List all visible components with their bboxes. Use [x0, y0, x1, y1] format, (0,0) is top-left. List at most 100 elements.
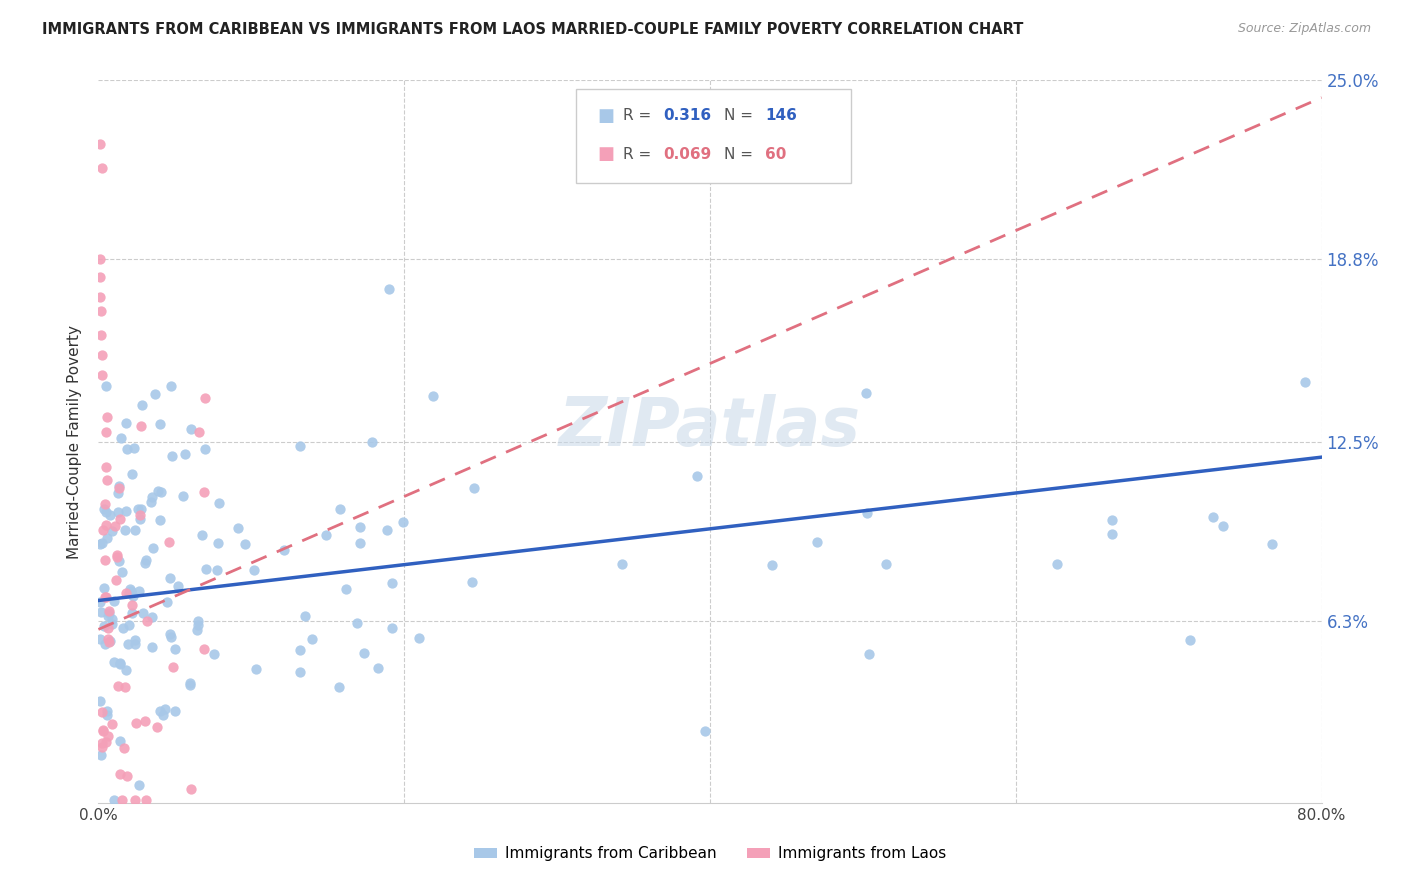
Point [93, 502, 115, 516]
Point [135, 793, 157, 807]
Point [1260, 537, 1282, 551]
Point [94, 459, 117, 474]
Point [103, 655, 125, 669]
Point [353, 646, 375, 660]
Point [121, 606, 143, 620]
Point [1101, 526, 1123, 541]
Point [105, 574, 128, 588]
Legend: Immigrants from Caribbean, Immigrants from Laos: Immigrants from Caribbean, Immigrants fr… [468, 840, 952, 867]
Point [111, 793, 134, 807]
Point [118, 618, 141, 632]
Point [90, 368, 112, 382]
Point [179, 676, 201, 690]
Point [107, 486, 129, 500]
Point [761, 558, 783, 573]
Point [124, 632, 146, 647]
Point [107, 554, 129, 568]
Point [179, 678, 201, 692]
Point [195, 562, 218, 576]
Point [90, 348, 112, 362]
Point [96, 591, 118, 605]
Point [103, 594, 125, 608]
Text: ZIPatlas: ZIPatlas [560, 394, 860, 460]
Point [97, 609, 120, 624]
Point [806, 534, 828, 549]
Point [97, 621, 120, 635]
Point [149, 484, 172, 499]
Point [96, 409, 118, 424]
Point [124, 636, 146, 650]
Point [96, 378, 118, 392]
Point [108, 512, 131, 526]
Point [94, 734, 117, 748]
Point [129, 501, 152, 516]
Point [360, 434, 382, 449]
Point [186, 623, 208, 637]
Point [120, 585, 142, 599]
Point [93, 637, 115, 651]
Point [98, 606, 121, 620]
Point [91, 536, 114, 550]
Point [115, 586, 138, 600]
Point [378, 282, 401, 296]
Point [91, 705, 114, 719]
Point [89, 269, 111, 284]
Point [136, 614, 159, 628]
Point [156, 594, 179, 608]
Point [1101, 513, 1123, 527]
Point [128, 778, 150, 792]
Point [89, 595, 111, 609]
Point [118, 582, 141, 596]
Point [91, 723, 114, 738]
Point [108, 479, 131, 493]
Point [134, 556, 156, 570]
Point [288, 439, 311, 453]
Text: IMMIGRANTS FROM CARIBBEAN VS IMMIGRANTS FROM LAOS MARRIED-COUPLE FAMILY POVERTY : IMMIGRANTS FROM CARIBBEAN VS IMMIGRANTS … [42, 22, 1024, 37]
Point [187, 614, 209, 628]
Point [315, 527, 337, 541]
Point [90, 304, 112, 318]
Point [172, 490, 194, 504]
Point [159, 627, 181, 641]
Point [685, 469, 707, 483]
Point [146, 484, 169, 499]
Point [131, 606, 153, 620]
Point [141, 491, 163, 505]
Point [335, 582, 357, 596]
Point [91, 739, 114, 754]
Point [194, 391, 217, 405]
Point [103, 793, 125, 807]
Point [100, 612, 122, 626]
Point [89, 694, 111, 708]
Point [108, 656, 131, 670]
Point [108, 481, 131, 495]
Point [191, 528, 214, 542]
Text: R =: R = [623, 109, 657, 123]
Point [157, 535, 180, 549]
Point [100, 524, 122, 539]
Point [242, 563, 264, 577]
Point [114, 524, 136, 538]
Point [135, 553, 157, 567]
Point [328, 680, 350, 694]
Point [112, 740, 135, 755]
Point [93, 581, 115, 595]
Point [159, 571, 181, 585]
Point [127, 501, 149, 516]
Point [381, 621, 404, 635]
Point [193, 485, 215, 500]
Point [101, 616, 124, 631]
Point [152, 708, 174, 723]
Point [108, 734, 131, 748]
Point [121, 467, 143, 482]
Point [149, 417, 172, 431]
Point [233, 537, 256, 551]
Point [226, 521, 249, 535]
Point [91, 736, 114, 750]
Point [610, 557, 633, 571]
Point [856, 507, 879, 521]
Point [115, 416, 138, 430]
Point [89, 290, 111, 304]
Point [124, 524, 146, 538]
Point [208, 496, 231, 510]
